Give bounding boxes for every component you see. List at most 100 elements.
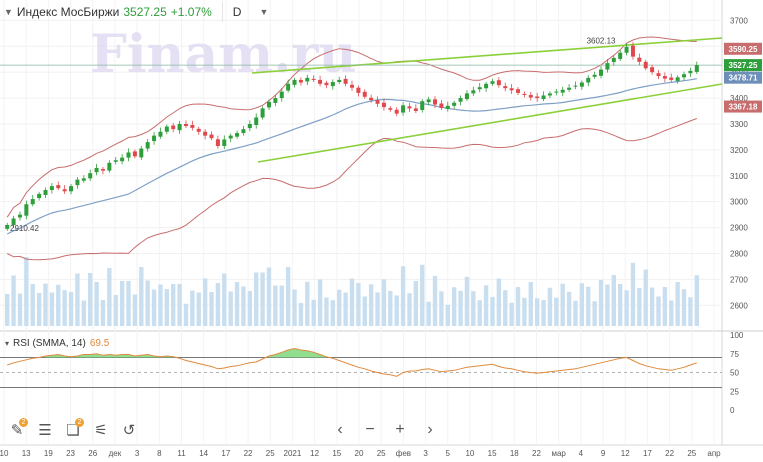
price-label-box	[724, 59, 762, 72]
y-tick-label: 3300	[730, 120, 748, 129]
y-tick-label: 2700	[730, 275, 748, 284]
volume-bar	[381, 279, 387, 326]
rsi-line	[7, 347, 697, 377]
candle-body	[228, 135, 233, 139]
rsi-y-tick-label: 75	[730, 350, 739, 359]
pencil-icon[interactable]: ✎ 2	[6, 418, 28, 441]
x-tick-label: 9	[601, 449, 606, 458]
candle-body	[107, 162, 112, 171]
collapse-icon[interactable]: ▾	[5, 339, 10, 348]
candle-body	[279, 91, 284, 99]
y-tick-label: 3400	[730, 94, 748, 103]
candle-body	[586, 77, 591, 83]
price-label-box	[724, 100, 762, 113]
x-tick-label: 8	[157, 449, 162, 458]
candle-body	[56, 185, 61, 189]
candle-body	[496, 80, 501, 86]
rsi-y-tick-label: 100	[730, 331, 744, 340]
last-price: 3527.25	[123, 5, 167, 19]
price-label-box	[724, 71, 762, 84]
volume-bar	[445, 304, 450, 326]
candle-body	[209, 134, 214, 139]
candle-body	[298, 79, 303, 83]
rsi-overbought-area	[269, 348, 327, 358]
volume-bar	[496, 278, 502, 326]
x-tick-label: 25	[377, 449, 386, 458]
candle-body	[305, 77, 310, 82]
instrument-selector[interactable]: ▼ Индекс МосБиржи 3527.25 +1.07%	[0, 2, 223, 22]
scroll-right-button[interactable]: ›	[427, 421, 433, 438]
zoom-in-button[interactable]: +	[395, 421, 405, 438]
candle-body	[37, 193, 42, 199]
volume-bar	[17, 293, 23, 326]
candle-body	[88, 173, 93, 179]
volume-bar	[164, 289, 170, 326]
x-tick-label: 4	[579, 449, 584, 458]
volume-bar	[228, 291, 233, 326]
y-tick-label: 2800	[730, 249, 748, 258]
candle-body	[343, 78, 348, 84]
candle-body	[235, 133, 240, 137]
volume-bar	[234, 282, 240, 326]
volume-bar	[598, 280, 604, 326]
volume-bar	[4, 294, 10, 326]
y-tick-label: 3000	[730, 198, 748, 207]
candle-body	[458, 98, 463, 102]
volume-bar	[145, 280, 150, 326]
settings-sliders-icon[interactable]: ⚟	[94, 422, 108, 439]
x-tick-label: 13	[22, 449, 31, 458]
volume-bar	[11, 275, 16, 326]
volume-bar	[266, 267, 272, 326]
candle-body	[522, 93, 527, 95]
scroll-left-button[interactable]: ‹	[337, 421, 343, 438]
volume-bar	[477, 300, 482, 326]
timeframe-selector[interactable]: D ▼	[233, 5, 269, 19]
volume-bar	[388, 291, 393, 326]
layers-icon[interactable]: ❏ 2	[62, 418, 84, 441]
volume-bar	[471, 291, 476, 326]
volume-bar	[343, 292, 348, 326]
volume-bar	[68, 292, 74, 326]
volume-bar	[241, 286, 246, 326]
x-tick-label: 26	[88, 449, 97, 458]
candle-body	[592, 74, 597, 77]
upper-trendline	[251, 37, 723, 74]
candle-body	[62, 189, 67, 192]
volume-bar	[630, 262, 636, 326]
volume-bar	[311, 299, 316, 326]
rsi-label: RSI (SMMA, 14)	[13, 338, 86, 349]
list-icon[interactable]: ☰	[38, 422, 52, 439]
chart-header: ▼ Индекс МосБиржи 3527.25 +1.07% D ▼	[0, 0, 268, 24]
timeframe-value: D	[232, 5, 242, 19]
price-label: 3590.25	[729, 45, 758, 54]
volume-bar	[81, 300, 87, 326]
volume-bar	[675, 282, 680, 326]
volume-bar	[611, 275, 616, 326]
candle-body	[286, 83, 291, 91]
x-tick-label: апр	[707, 449, 721, 458]
price-change: +1.07%	[170, 5, 212, 19]
rsi-value: 69.5	[89, 338, 110, 349]
price-label: 3367.18	[729, 103, 758, 112]
volume-bar	[337, 289, 342, 326]
price-label: 3527.25	[729, 61, 758, 70]
candle-body	[579, 82, 584, 87]
zoom-out-button[interactable]: −	[365, 421, 375, 438]
candle-body	[337, 79, 342, 83]
volume-bar	[94, 282, 99, 326]
undo-icon[interactable]: ↺	[122, 422, 136, 439]
volume-bar	[669, 300, 674, 326]
candle-body	[375, 100, 380, 104]
x-tick-label: 18	[510, 449, 519, 458]
volume-bar	[592, 301, 597, 326]
candle-body	[311, 78, 316, 80]
volume-bar	[158, 284, 163, 326]
volume-bar	[694, 275, 700, 326]
rsi-overbought-area	[45, 353, 174, 358]
x-tick-label: 19	[44, 449, 53, 458]
candle-body	[573, 85, 578, 87]
candle-body	[516, 89, 521, 93]
candle-body	[484, 83, 489, 89]
volume-bar	[362, 296, 367, 326]
